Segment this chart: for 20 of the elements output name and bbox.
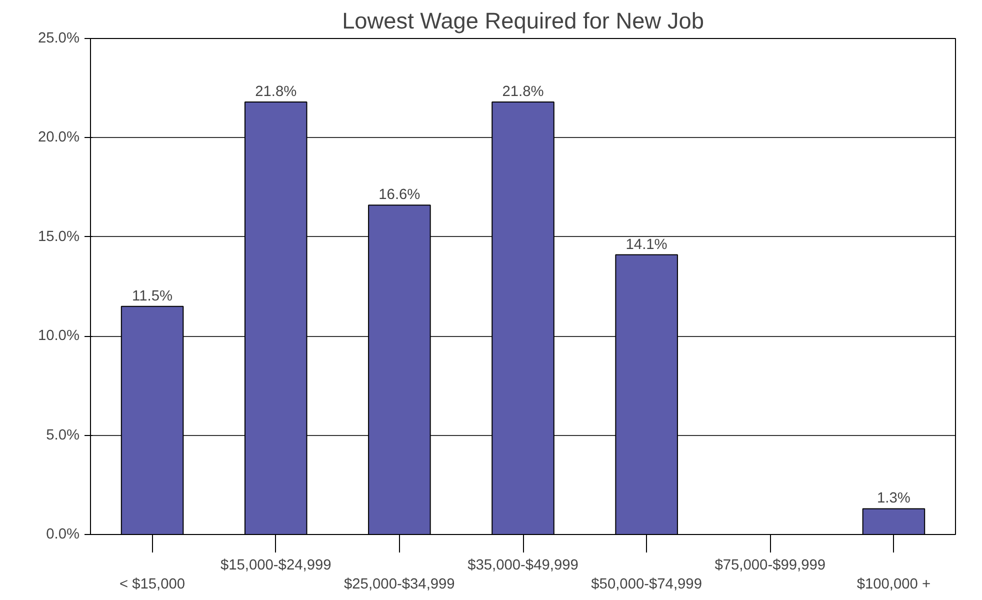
y-tick-label: 25.0% xyxy=(38,30,80,46)
x-tick-label: $15,000-$24,999 xyxy=(220,558,332,574)
y-tick-label: 20.0% xyxy=(38,130,80,146)
data-label: 16.6% xyxy=(378,187,420,204)
data-label: 1.3% xyxy=(877,490,910,507)
x-tick-label: $25,000-$34,999 xyxy=(344,576,455,593)
y-tick-label: 10.0% xyxy=(38,328,80,344)
data-label: 14.1% xyxy=(626,236,668,253)
x-tick-label: < $15,000 xyxy=(119,576,186,593)
chart-title: Lowest Wage Required for New Job xyxy=(342,8,704,34)
data-label: 21.8% xyxy=(255,84,297,100)
y-tick-label: 0.0% xyxy=(46,526,80,542)
x-tick-label: $75,000-$99,999 xyxy=(714,558,826,574)
x-tick-label: $35,000-$49,999 xyxy=(468,558,578,574)
x-tick-label: $50,000-$74,999 xyxy=(591,576,702,593)
data-label: 21.8% xyxy=(502,84,544,100)
x-tick-label: $100,000 + xyxy=(856,576,931,593)
data-label: 11.5% xyxy=(132,288,173,304)
y-tick-label: 15.0% xyxy=(38,228,80,245)
y-tick-label: 5.0% xyxy=(46,427,80,444)
